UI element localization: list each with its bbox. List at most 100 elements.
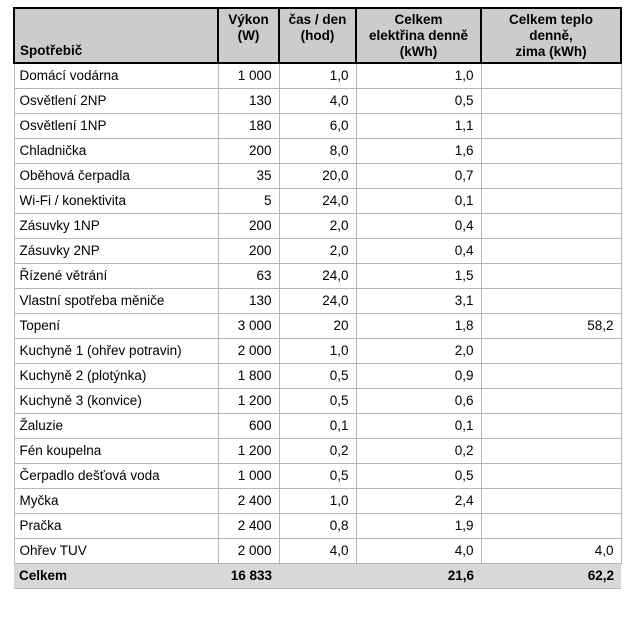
cell-appliance: Chladnička [13,137,219,164]
cell-heat [480,387,622,414]
cell-time: 0,5 [278,387,357,414]
total-cell-electricity: 21,6 [356,562,481,589]
cell-heat [480,162,622,189]
table-row: Osvětlení 1NP 180 6,0 1,1 [13,112,622,139]
cell-appliance: Zásuvky 2NP [13,237,219,264]
total-cell-label: Celkem [14,562,218,589]
table-row: Zásuvky 2NP 200 2,0 0,4 [13,237,622,264]
cell-heat [480,62,622,89]
cell-electricity: 1,6 [355,137,482,164]
table-row: Ohřev TUV 2 000 4,0 4,0 4,0 [13,537,622,564]
total-cell-power: 16 833 [218,562,279,589]
cell-electricity: 1,1 [355,112,482,139]
table-row: Kuchyně 1 (ohřev potravin) 2 000 1,0 2,0 [13,337,622,364]
cell-power: 1 000 [217,62,280,89]
cell-power: 2 400 [217,512,280,539]
cell-electricity: 2,4 [355,487,482,514]
col-header-electricity: Celkem elektřina denně (kWh) [355,7,482,64]
total-cell-time [279,562,356,589]
col-header-heat: Celkem teplo denně, zima (kWh) [480,7,622,64]
cell-heat [480,512,622,539]
cell-appliance: Pračka [13,512,219,539]
cell-power: 130 [217,287,280,314]
col-header-time: čas / den (hod) [278,7,357,64]
cell-power: 2 000 [217,537,280,564]
cell-time: 8,0 [278,137,357,164]
cell-heat [480,412,622,439]
cell-heat [480,262,622,289]
table-row: Myčka 2 400 1,0 2,4 [13,487,622,514]
table-body: Domácí vodárna 1 000 1,0 1,0 Osvětlení 2NP 13… [13,62,622,564]
cell-appliance: Zásuvky 1NP [13,212,219,239]
cell-power: 200 [217,137,280,164]
cell-time: 24,0 [278,187,357,214]
table-row: Domácí vodárna 1 000 1,0 1,0 [13,62,622,89]
cell-time: 1,0 [278,337,357,364]
cell-appliance: Domácí vodárna [13,62,219,89]
cell-heat [480,337,622,364]
cell-heat [480,212,622,239]
col-header-power: Výkon (W) [217,7,280,64]
cell-time: 4,0 [278,87,357,114]
cell-power: 600 [217,412,280,439]
cell-time: 20 [278,312,357,339]
cell-power: 35 [217,162,280,189]
table-row: Oběhová čerpadla 35 20,0 0,7 [13,162,622,189]
cell-electricity: 0,1 [355,187,482,214]
cell-heat [480,362,622,389]
cell-time: 0,5 [278,362,357,389]
table-row: Osvětlení 2NP 130 4,0 0,5 [13,87,622,114]
cell-electricity: 0,4 [355,237,482,264]
table-row: Řízené větrání 63 24,0 1,5 [13,262,622,289]
cell-time: 24,0 [278,262,357,289]
cell-time: 0,8 [278,512,357,539]
cell-electricity: 3,1 [355,287,482,314]
cell-appliance: Fén koupelna [13,437,219,464]
cell-appliance: Oběhová čerpadla [13,162,219,189]
cell-electricity: 0,7 [355,162,482,189]
cell-power: 2 000 [217,337,280,364]
cell-heat: 58,2 [480,312,622,339]
cell-electricity: 0,1 [355,412,482,439]
cell-electricity: 1,8 [355,312,482,339]
cell-appliance: Myčka [13,487,219,514]
cell-appliance: Žaluzie [13,412,219,439]
cell-electricity: 0,2 [355,437,482,464]
cell-time: 2,0 [278,237,357,264]
cell-power: 1 800 [217,362,280,389]
cell-electricity: 1,0 [355,62,482,89]
cell-power: 200 [217,237,280,264]
table-row: Chladnička 200 8,0 1,6 [13,137,622,164]
cell-appliance: Topení [13,312,219,339]
cell-time: 4,0 [278,537,357,564]
cell-appliance: Ohřev TUV [13,537,219,564]
cell-appliance: Kuchyně 2 (plotýnka) [13,362,219,389]
cell-heat [480,462,622,489]
cell-appliance: Osvětlení 1NP [13,112,219,139]
table-row: Zásuvky 1NP 200 2,0 0,4 [13,212,622,239]
cell-appliance: Osvětlení 2NP [13,87,219,114]
cell-electricity: 0,5 [355,462,482,489]
cell-time: 24,0 [278,287,357,314]
cell-power: 5 [217,187,280,214]
header-row: Spotřebič Výkon (W) čas / den (hod) Celk… [13,7,622,64]
cell-electricity: 1,5 [355,262,482,289]
cell-power: 1 000 [217,462,280,489]
cell-time: 2,0 [278,212,357,239]
cell-heat: 4,0 [480,537,622,564]
cell-heat [480,112,622,139]
cell-electricity: 0,9 [355,362,482,389]
consumption-table: Spotřebič Výkon (W) čas / den (hod) Celk… [13,7,622,589]
cell-time: 0,5 [278,462,357,489]
cell-electricity: 4,0 [355,537,482,564]
cell-electricity: 1,9 [355,512,482,539]
cell-heat [480,437,622,464]
table-row: Čerpadlo dešťová voda 1 000 0,5 0,5 [13,462,622,489]
total-row: Celkem 16 833 21,6 62,2 [14,562,621,589]
table-row: Kuchyně 3 (konvice) 1 200 0,5 0,6 [13,387,622,414]
cell-power: 180 [217,112,280,139]
cell-electricity: 0,5 [355,87,482,114]
total-cell-heat: 62,2 [481,562,621,589]
cell-power: 200 [217,212,280,239]
